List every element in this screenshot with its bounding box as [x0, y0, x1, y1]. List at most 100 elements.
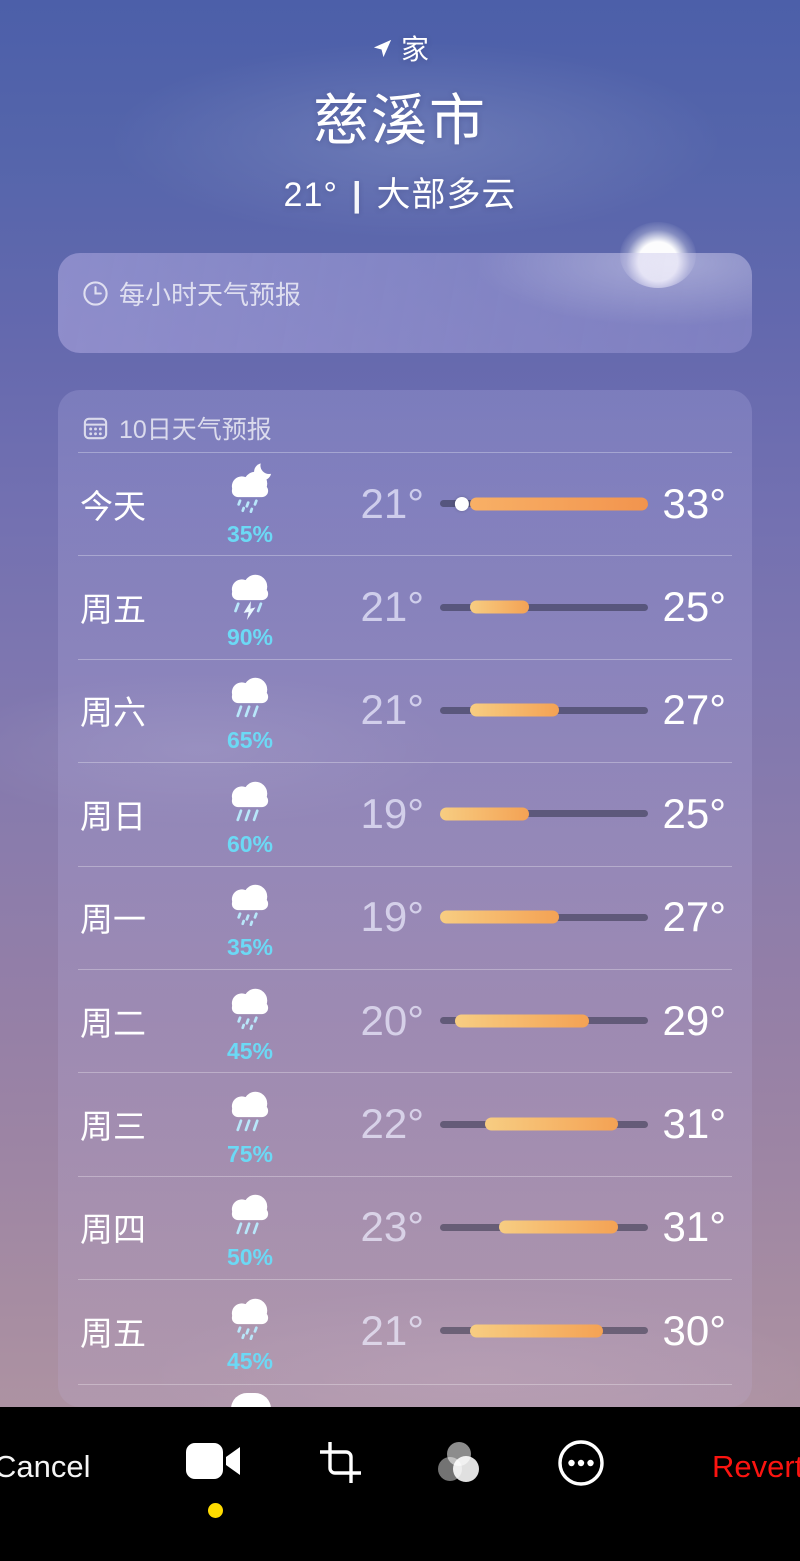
video-camera-icon[interactable]: [185, 1438, 245, 1484]
clock-icon: [83, 281, 108, 306]
temp-range-bar: [440, 1220, 648, 1234]
weather-icon: 75%: [188, 1080, 312, 1168]
more-options-icon[interactable]: [556, 1438, 606, 1488]
day-label: 周六: [80, 694, 146, 732]
temp-range-fill: [454, 1014, 589, 1028]
low-temp: 19°: [360, 789, 424, 837]
day-label: 周五: [80, 591, 146, 629]
cloud-rain-icon: [231, 678, 269, 718]
precip-chance: 65%: [226, 727, 274, 754]
current-conditions: 21° | 大部多云: [0, 167, 800, 216]
forecast-row[interactable]: 周五 90% 21° 25°: [58, 555, 752, 658]
high-temp: 27°: [662, 686, 726, 734]
weather-icon: 90%: [188, 563, 312, 651]
home-label-line: 家: [0, 28, 800, 68]
photo-editor-toolbar: Cancel Revert: [0, 1407, 800, 1561]
high-temp: 25°: [662, 583, 726, 631]
weather-icon: 50%: [188, 1183, 312, 1271]
low-temp: 22°: [360, 1100, 424, 1148]
temp-range-bar: [440, 807, 648, 821]
record-indicator-dot: [208, 1503, 223, 1518]
cloud-drizzle-icon: [231, 885, 269, 927]
crop-icon[interactable]: [318, 1440, 363, 1485]
cloud-rain-icon: [231, 1195, 269, 1235]
temp-range-fill: [499, 1220, 619, 1234]
high-temp: 29°: [662, 996, 726, 1044]
cloud-rain-icon: [231, 1091, 269, 1132]
weather-icon: 35%: [188, 873, 312, 961]
precip-chance: 45%: [226, 1347, 274, 1374]
high-temp: 25°: [662, 789, 726, 837]
precip-chance: 75%: [226, 1141, 274, 1168]
temp-range-bar: [440, 600, 648, 614]
temp-range-fill: [469, 1324, 604, 1338]
condition-separator: |: [351, 176, 363, 214]
precip-chance: 60%: [226, 830, 274, 857]
cancel-button[interactable]: Cancel: [0, 1449, 91, 1484]
forecast-row[interactable]: 今天 35% 21° 33°: [58, 452, 752, 555]
next-row-cloud-icon: [231, 1393, 271, 1407]
temp-range-fill: [440, 807, 530, 821]
forecast-row[interactable]: 周三 75% 22° 31°: [58, 1072, 752, 1175]
current-temp-dot: [454, 496, 469, 511]
condition-text: 大部多云: [376, 176, 517, 214]
forecast-row[interactable]: 周六 65% 21° 27°: [58, 658, 752, 762]
cloud-bolt-rain-icon: [231, 574, 269, 621]
calendar-icon: [83, 417, 108, 439]
cloud-drizzle-icon: [231, 988, 269, 1030]
weather-icon: 45%: [188, 1287, 312, 1375]
navigation-arrow-icon: [373, 39, 392, 57]
forecast-row[interactable]: 周一 35% 19° 27°: [58, 865, 752, 969]
day-label: 周三: [80, 1108, 146, 1146]
weather-icon: 35%: [188, 460, 312, 548]
low-temp: 21°: [360, 583, 424, 631]
low-temp: 21°: [360, 686, 424, 734]
revert-button-clipped[interactable]: Revert: [712, 1449, 800, 1485]
high-temp: 31°: [662, 1203, 726, 1251]
temp-range-fill: [440, 910, 559, 924]
temp-range-fill: [484, 1117, 619, 1131]
cloud-rain-icon: [231, 781, 269, 822]
low-temp: 20°: [360, 996, 424, 1044]
cloud-drizzle-icon: [231, 1298, 269, 1340]
high-temp: 27°: [662, 893, 726, 941]
low-temp: 21°: [360, 1306, 424, 1354]
precip-chance: 35%: [226, 934, 274, 961]
city-name: 慈溪市: [313, 89, 487, 152]
precip-chance: 90%: [226, 624, 274, 651]
low-temp: 19°: [360, 893, 424, 941]
forecast-rows: 今天 35% 21° 33° 周五 90% 21° 25° 周六 65% 21°: [58, 452, 752, 1383]
high-temp: 30°: [662, 1306, 726, 1354]
weather-icon: 65%: [188, 666, 312, 754]
low-temp: 21°: [360, 479, 424, 527]
hourly-card-header: 每小时天气预报: [58, 253, 752, 312]
forecast-row[interactable]: 周五 45% 21° 30°: [58, 1279, 752, 1382]
high-temp: 33°: [662, 479, 726, 527]
temp-range-bar: [440, 1324, 648, 1338]
day-label: 周五: [80, 1314, 146, 1352]
home-label: 家: [400, 34, 429, 65]
cloud-moon-drizzle-icon: [231, 462, 272, 513]
filters-icon[interactable]: [430, 1438, 488, 1488]
location-header: 家 慈溪市 21° | 大部多云: [0, 28, 800, 216]
temp-range-fill: [469, 497, 648, 511]
forecast-row[interactable]: 周四 50% 23° 31°: [58, 1175, 752, 1279]
precip-chance: 45%: [226, 1037, 274, 1064]
daily-card-title: 10日天气预报: [119, 416, 272, 444]
row-divider: [78, 1384, 732, 1385]
low-temp: 23°: [360, 1203, 424, 1251]
temp-range-bar: [440, 910, 648, 924]
current-temp: 21°: [283, 176, 338, 214]
ten-day-forecast-card: 10日天气预报 今天 35% 21° 33° 周五 90% 21° 25° 周六…: [58, 390, 752, 1407]
hourly-forecast-card[interactable]: 每小时天气预报: [58, 253, 752, 353]
temp-range-bar: [440, 1117, 648, 1131]
precip-chance: 35%: [226, 520, 274, 547]
day-label: 周一: [80, 901, 146, 939]
day-label: 周日: [80, 797, 146, 835]
day-label: 今天: [80, 487, 146, 525]
forecast-row[interactable]: 周二 45% 20° 29°: [58, 968, 752, 1072]
hourly-card-title: 每小时天气预报: [119, 280, 302, 310]
forecast-row[interactable]: 周日 60% 19° 25°: [58, 762, 752, 865]
temp-range-bar: [440, 1014, 648, 1028]
weather-icon: 45%: [188, 977, 312, 1065]
